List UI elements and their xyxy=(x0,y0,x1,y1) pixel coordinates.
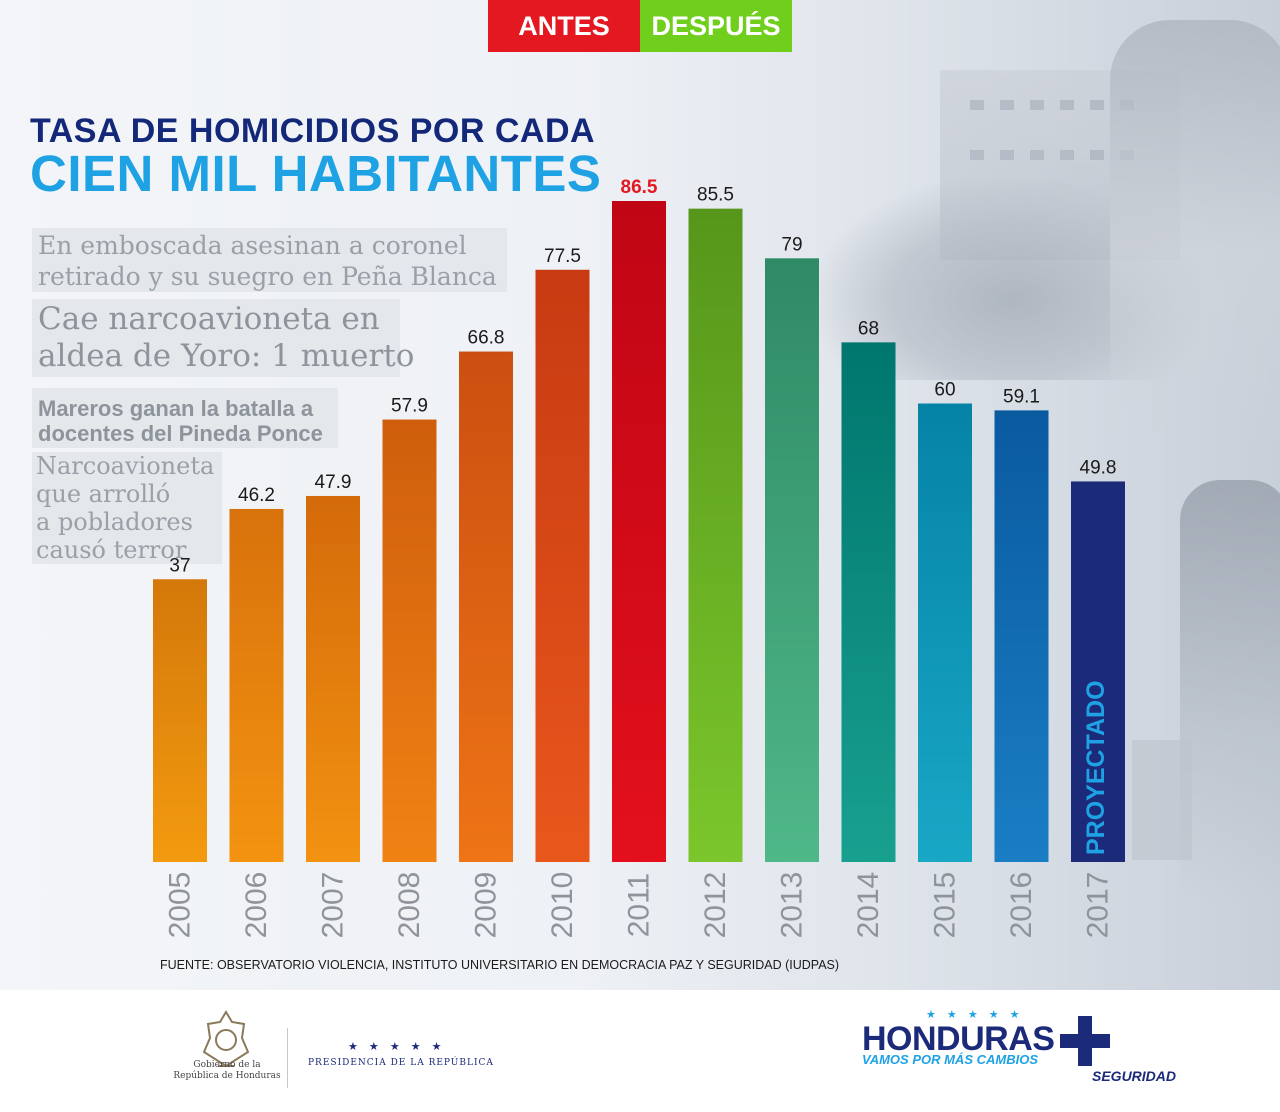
headline-text: Narcoavioneta xyxy=(36,452,215,480)
x-axis-ticks-layer: 2005 2006 2007 2008 2009 2010 2011 2012 2013 2014… xyxy=(164,872,1115,939)
gov-label-line: República de Honduras xyxy=(173,1071,281,1081)
footer-divider xyxy=(287,1028,288,1088)
x-tick-2017: 2017 xyxy=(1082,872,1115,939)
source-note: FUENTE: OBSERVATORIO VIOLENCIA, INSTITUT… xyxy=(160,958,840,972)
bar-2005 xyxy=(153,579,207,862)
presidencia-label: PRESIDENCIA DE LA REPÚBLICA xyxy=(308,1058,494,1068)
presidencia-stars-icon: ★ ★ ★ ★ ★ xyxy=(348,1041,446,1053)
headline-text: Mareros ganan la batalla a xyxy=(38,396,314,421)
bar-2007 xyxy=(306,495,360,862)
value-labels-layer: 37 46.2 47.9 57.9 66.8 77.5 86.5 85.5 79 68 60 59.1… xyxy=(169,177,1116,576)
bars-layer xyxy=(153,201,1125,863)
x-tick-2013: 2013 xyxy=(776,872,809,939)
honduras-brand-slogan: VAMOS POR MÁS CAMBIOS xyxy=(862,1052,1038,1067)
headline-text: causó terror xyxy=(36,536,187,564)
headline-text: Cae narcoavioneta en xyxy=(38,301,380,337)
infographic-canvas: ANTES DESPUÉS TASA DE HOMICIDIOS POR CAD… xyxy=(0,0,1280,990)
x-tick-2009: 2009 xyxy=(470,872,503,939)
headline-text: que arrolló xyxy=(36,480,171,508)
bar-2014 xyxy=(841,342,896,862)
bar-2009 xyxy=(459,351,513,862)
value-label-2010: 77.5 xyxy=(544,246,581,267)
bar-2015 xyxy=(918,403,972,862)
x-tick-2006: 2006 xyxy=(240,872,273,939)
value-label-2014: 68 xyxy=(858,318,879,339)
headline-text: aldea de Yoro: 1 muerto xyxy=(38,338,415,374)
x-tick-2015: 2015 xyxy=(929,872,962,939)
x-tick-2007: 2007 xyxy=(317,872,350,939)
bar-2011 xyxy=(612,201,666,862)
headline-clipping-3: Mareros ganan la batalla a docentes del … xyxy=(32,388,338,448)
gov-label: Gobierno de la República de Honduras xyxy=(168,1060,286,1082)
value-label-2012: 85.5 xyxy=(697,185,734,206)
antes-button[interactable]: ANTES xyxy=(488,0,640,52)
headline-text: En emboscada asesinan a coronel xyxy=(38,231,467,260)
value-label-2009: 66.8 xyxy=(468,328,505,349)
gov-label-line: Gobierno de la xyxy=(193,1060,261,1070)
x-tick-2005: 2005 xyxy=(164,872,197,939)
bar-chart: 37 46.2 47.9 57.9 66.8 77.5 86.5 85.5 79 68 60 59.1… xyxy=(153,177,1125,939)
bar-2017 xyxy=(1071,481,1125,862)
value-label-2016: 59.1 xyxy=(1003,386,1040,407)
x-tick-2012: 2012 xyxy=(699,872,732,939)
footer: Gobierno de la República de Honduras ★ ★… xyxy=(0,990,1280,1112)
chart-title-line-1: TASA DE HOMICIDIOS POR CADA xyxy=(30,112,596,150)
x-tick-2014: 2014 xyxy=(852,872,885,939)
despues-button[interactable]: DESPUÉS xyxy=(640,0,792,52)
value-label-2007: 47.9 xyxy=(315,472,352,493)
x-tick-2011: 2011 xyxy=(623,873,656,938)
chart-title-line-2: CIEN MIL HABITANTES xyxy=(30,145,602,202)
value-label-2006: 46.2 xyxy=(238,485,275,506)
background-president-photo xyxy=(1110,20,1280,440)
x-tick-2010: 2010 xyxy=(546,872,579,939)
proyectado-annotation: PROYECTADO xyxy=(1082,680,1110,855)
headline-text: a pobladores xyxy=(36,508,193,536)
bar-2010 xyxy=(535,269,590,863)
honduras-brand-title: HONDURAS xyxy=(862,1020,1055,1058)
plus-icon xyxy=(1060,1016,1110,1066)
value-label-2017: 49.8 xyxy=(1080,457,1117,478)
value-label-2013: 79 xyxy=(781,234,802,255)
bar-2016 xyxy=(994,410,1049,862)
value-label-2008: 57.9 xyxy=(391,396,428,417)
honduras-coat-of-arms-icon xyxy=(202,1010,250,1068)
honduras-brand-stars-icon: ★ ★ ★ ★ ★ xyxy=(926,1009,1024,1021)
headline-clipping-1: En emboscada asesinan a coronel retirado… xyxy=(32,228,507,292)
x-tick-2008: 2008 xyxy=(393,872,426,939)
value-label-2015: 60 xyxy=(934,380,955,401)
honduras-brand-tag: SEGURIDAD xyxy=(1092,1068,1177,1084)
headline-text: docentes del Pineda Ponce xyxy=(38,421,323,446)
bar-2006 xyxy=(229,508,284,862)
bar-2013 xyxy=(765,258,819,862)
headline-clipping-2: Cae narcoavioneta en aldea de Yoro: 1 mu… xyxy=(32,299,415,377)
value-label-2011: 86.5 xyxy=(621,177,658,198)
background-soldier-photo xyxy=(1180,480,1280,900)
x-tick-2016: 2016 xyxy=(1005,872,1038,939)
value-label-2005: 37 xyxy=(169,555,190,576)
headline-text: retirado y su suegro en Peña Blanca xyxy=(38,262,497,291)
bar-2008 xyxy=(382,419,437,862)
background-sign-photo xyxy=(1132,740,1192,860)
bar-2012 xyxy=(688,208,743,863)
headline-clipping-4: Narcoavioneta que arrolló a pobladores c… xyxy=(32,452,222,564)
